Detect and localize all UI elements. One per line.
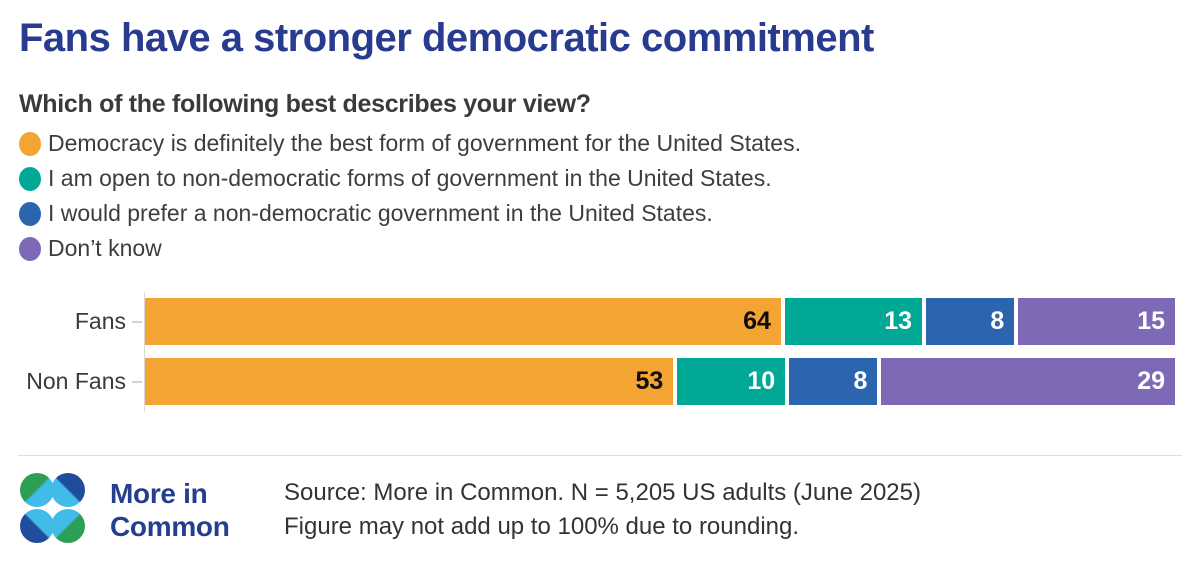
- bar-track: 64 13 8 15: [145, 298, 1175, 345]
- survey-question: Which of the following best describes yo…: [19, 90, 591, 118]
- bar-segment: 10: [677, 358, 786, 405]
- bar-row: Fans 64 13 8 15: [0, 298, 1200, 345]
- bar-track: 53 10 8 29: [145, 358, 1175, 405]
- logo-wordmark: More in Common: [110, 477, 230, 543]
- legend-dot-icon: [19, 166, 41, 191]
- logo-circle-icon: [20, 509, 54, 543]
- legend-label: I am open to non-democratic forms of gov…: [48, 165, 772, 191]
- category-label: Fans: [74, 308, 126, 334]
- legend-dot-icon: [19, 131, 41, 156]
- legend-dot-icon: [19, 201, 41, 226]
- legend-block: Which of the following best describes yo…: [19, 90, 801, 266]
- axis-tick: [126, 358, 145, 405]
- bar-segment: 15: [1018, 298, 1175, 345]
- bar-segment: 64: [145, 298, 781, 345]
- tick-mark: [132, 320, 142, 323]
- page-title: Fans have a stronger democratic commitme…: [19, 16, 874, 60]
- axis-tick: [126, 298, 145, 345]
- stacked-bar-chart: Fans 64 13 8 15 Non Fans 53 10 8 29: [0, 292, 1200, 418]
- footer-divider: [18, 455, 1182, 456]
- legend-label: Don’t know: [48, 235, 162, 261]
- legend-item: Don’t know: [19, 231, 801, 266]
- bar-segment: 13: [784, 298, 923, 345]
- bar-row: Non Fans 53 10 8 29: [0, 358, 1200, 405]
- category-label: Non Fans: [26, 368, 126, 394]
- y-axis-line: [144, 292, 145, 412]
- legend-item: I would prefer a non-democratic governme…: [19, 196, 801, 231]
- logo-circle-icon: [51, 509, 85, 543]
- legend-item: Democracy is definitely the best form of…: [19, 126, 801, 161]
- source-line: Source: More in Common. N = 5,205 US adu…: [284, 479, 921, 506]
- logo-circle-icon: [20, 473, 54, 507]
- more-in-common-logo-icon: [20, 473, 86, 543]
- legend-item: I am open to non-democratic forms of gov…: [19, 161, 801, 196]
- bar-segment: 8: [789, 358, 878, 405]
- rounding-note: Figure may not add up to 100% due to rou…: [284, 513, 800, 540]
- legend-dot-icon: [19, 236, 41, 261]
- logo-wordmark-line2: Common: [110, 511, 230, 542]
- bar-segment: 53: [145, 358, 674, 405]
- bar-segment: 29: [881, 358, 1175, 405]
- logo-wordmark-line1: More in: [110, 478, 208, 509]
- tick-mark: [132, 380, 142, 383]
- legend-label: Democracy is definitely the best form of…: [48, 130, 801, 156]
- legend-label: I would prefer a non-democratic governme…: [48, 200, 713, 226]
- bar-rows: Fans 64 13 8 15 Non Fans 53 10 8 29: [0, 298, 1200, 405]
- source-note: Source: More in Common. N = 5,205 US adu…: [284, 476, 921, 544]
- bar-segment: 8: [926, 298, 1015, 345]
- legend: Democracy is definitely the best form of…: [19, 126, 801, 266]
- logo-circle-icon: [51, 473, 85, 507]
